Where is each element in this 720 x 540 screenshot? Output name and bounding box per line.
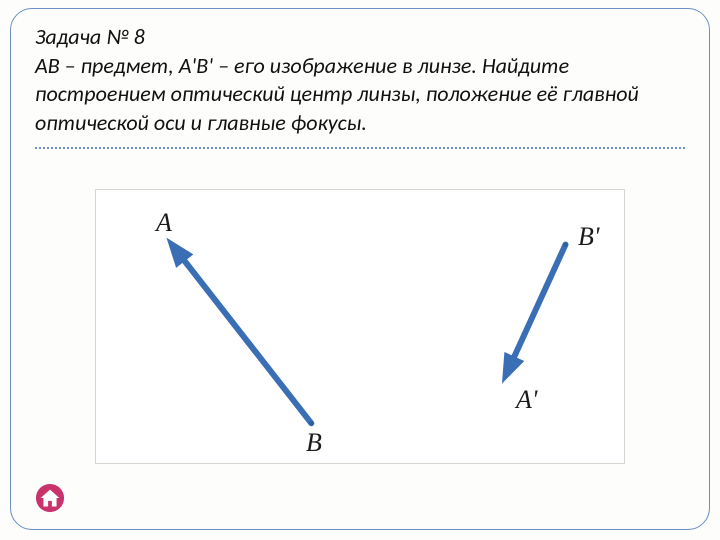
optics-diagram: A B B' A' [95, 189, 625, 464]
problem-body: АВ – предмет, A'B' – его изображение в л… [35, 52, 685, 138]
arrow-shaft-AB [185, 262, 312, 424]
point-label-B: B [306, 428, 322, 458]
arrow-shaft-AprimeBprime [514, 245, 565, 357]
point-label-Bprime: B' [578, 222, 599, 252]
arrow-head-AprimeBprime [502, 352, 524, 384]
problem-title: Задача № 8 [35, 23, 685, 52]
arrow-tail-dot-AB [309, 421, 314, 426]
point-label-Aprime: A' [516, 385, 537, 415]
diagram-svg [96, 190, 624, 463]
arrow-tail-dot-AprimeBprime [563, 243, 568, 248]
divider [35, 147, 685, 149]
home-icon[interactable] [35, 483, 65, 513]
slide-frame: Задача № 8 АВ – предмет, A'B' – его изоб… [10, 8, 710, 530]
problem-statement: Задача № 8 АВ – предмет, A'B' – его изоб… [35, 23, 685, 137]
point-label-A: A [156, 208, 172, 238]
